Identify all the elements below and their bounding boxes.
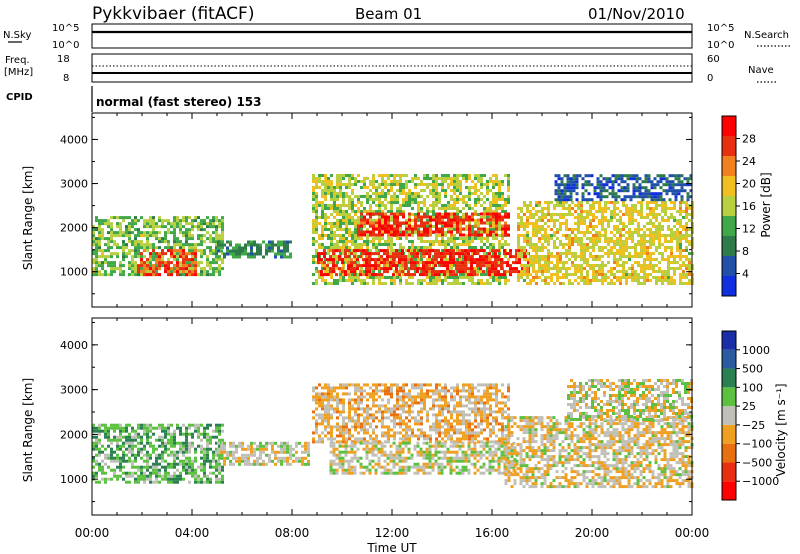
noise-left-label: N.Sky bbox=[3, 30, 31, 41]
power-colorbar-segment bbox=[722, 116, 736, 136]
velocity-colorbar-tick: −500 bbox=[742, 456, 772, 469]
time-tick-label: 08:00 bbox=[275, 526, 310, 540]
power-region bbox=[317, 249, 530, 277]
time-tick-label: 04:00 bbox=[175, 526, 210, 540]
freq-tick-bottom: 8 bbox=[63, 73, 69, 84]
velocity-ytick-label: 4000 bbox=[60, 339, 88, 352]
velocity-colorbar-tick: −25 bbox=[742, 419, 765, 432]
velocity-ylabel: Slant Range [km] bbox=[21, 378, 35, 482]
freq-unit-label: [MHz] bbox=[4, 67, 33, 78]
x-axis-label: Time UT bbox=[366, 541, 417, 554]
plot-title: Pykkvibaer (fitACF) bbox=[92, 4, 254, 24]
time-axis-ticks: 00:00 04:00 08:00 12:00 16:00 20:00 00:00 bbox=[75, 526, 710, 540]
power-colorbar-segment bbox=[722, 256, 736, 276]
velocity-colorbar-tick: −1000 bbox=[742, 475, 779, 488]
velocity-colorbar-segment bbox=[722, 443, 736, 463]
beam-label: Beam 01 bbox=[355, 5, 422, 23]
power-colorbar-segment bbox=[722, 136, 736, 156]
power-region bbox=[137, 249, 197, 277]
velocity-ytick-label: 1000 bbox=[60, 473, 88, 486]
velocity-colorbar-segment bbox=[722, 387, 736, 407]
power-colorbar-tick: 28 bbox=[742, 133, 756, 146]
velocity-region bbox=[567, 379, 693, 421]
nave-tick-top: 60 bbox=[707, 54, 720, 65]
power-region bbox=[217, 240, 292, 259]
cpid-row: CPID normal (fast stereo) 153 bbox=[6, 86, 262, 112]
time-tick-label: 16:00 bbox=[475, 526, 510, 540]
velocity-colorbar-segment bbox=[722, 331, 736, 350]
power-ytick-label: 3000 bbox=[60, 178, 88, 191]
power-colorbar-segment bbox=[722, 276, 736, 296]
time-tick-label: 20:00 bbox=[575, 526, 610, 540]
power-colorbar-segment bbox=[722, 196, 736, 216]
velocity-colorbar-segment bbox=[722, 462, 736, 482]
velocity-colorbar-segment bbox=[722, 368, 736, 388]
time-tick-label: 00:00 bbox=[75, 526, 110, 540]
power-colorbar: 4 8 12 16 20 24 28 bbox=[721, 115, 756, 297]
power-region bbox=[357, 212, 510, 237]
noise-right-tick-bottom: 10^0 bbox=[707, 40, 734, 51]
power-colorbar-segment bbox=[722, 156, 736, 176]
noise-left-tick-bottom: 10^0 bbox=[52, 40, 79, 51]
power-colorbar-tick: 16 bbox=[742, 200, 756, 213]
velocity-region bbox=[504, 416, 694, 489]
velocity-colorbar-segment bbox=[722, 424, 736, 444]
time-tick-label: 12:00 bbox=[375, 526, 410, 540]
velocity-ytick-label: 2000 bbox=[60, 428, 88, 441]
power-colorbar-tick: 24 bbox=[742, 155, 756, 168]
noise-left-tick-top: 10^5 bbox=[52, 23, 79, 34]
cpid-text: normal (fast stereo) 153 bbox=[96, 95, 262, 109]
power-colorbar-segment bbox=[722, 216, 736, 236]
velocity-colorbar-tick: 1000 bbox=[742, 344, 770, 357]
noise-right-label: N.Search bbox=[744, 30, 789, 41]
date-label: 01/Nov/2010 bbox=[588, 5, 685, 23]
freq-tick-top: 18 bbox=[57, 54, 70, 65]
power-colorbar-tick: 8 bbox=[742, 245, 749, 258]
power-colorbar-tick: 4 bbox=[742, 268, 749, 281]
power-ytick-label: 2000 bbox=[60, 222, 88, 235]
noise-right-tick-top: 10^5 bbox=[707, 23, 734, 34]
velocity-colorbar-tick: 500 bbox=[742, 363, 763, 376]
velocity-colorbar-segment bbox=[722, 349, 736, 369]
velocity-colorbar-tick: 25 bbox=[742, 400, 756, 413]
velocity-heatmap-panel: 1000 2000 3000 4000 bbox=[60, 317, 694, 516]
nave-label: Nave bbox=[748, 65, 774, 76]
power-colorbar-segment bbox=[722, 176, 736, 196]
velocity-region bbox=[92, 423, 224, 484]
nave-tick-bottom: 0 bbox=[707, 73, 713, 84]
power-region bbox=[517, 201, 694, 285]
velocity-region bbox=[217, 441, 310, 466]
power-ylabel: Slant Range [km] bbox=[21, 166, 35, 270]
freq-label: Freq. bbox=[5, 55, 30, 66]
power-heatmap-panel: 1000 2000 3000 4000 bbox=[60, 112, 694, 308]
freq-panel: Freq. [MHz] 18 8 60 0 Nave bbox=[4, 53, 778, 84]
velocity-colorbar-tick: −100 bbox=[742, 438, 772, 451]
velocity-colorbar-label: Velocity [m s⁻¹] bbox=[774, 383, 788, 476]
power-ytick-label: 1000 bbox=[60, 266, 88, 279]
velocity-ytick-label: 3000 bbox=[60, 384, 88, 397]
power-colorbar-segment bbox=[722, 236, 736, 256]
noise-panel: N.Sky 10^5 10^0 10^5 10^0 N.Search bbox=[3, 23, 790, 51]
velocity-colorbar: −1000 −500 −100 −25 25 100 500 1000 bbox=[721, 330, 779, 501]
power-ytick-label: 4000 bbox=[60, 133, 88, 146]
power-colorbar-tick: 20 bbox=[742, 178, 756, 191]
power-region bbox=[554, 174, 693, 202]
power-region bbox=[92, 216, 224, 277]
time-tick-label: 00:00 bbox=[675, 526, 710, 540]
cpid-label: CPID bbox=[6, 92, 33, 103]
velocity-colorbar-tick: 100 bbox=[742, 381, 763, 394]
velocity-colorbar-segment bbox=[722, 481, 736, 500]
velocity-colorbar-segment bbox=[722, 406, 736, 425]
power-colorbar-tick: 12 bbox=[742, 223, 756, 236]
power-colorbar-label: Power [dB] bbox=[759, 172, 773, 237]
